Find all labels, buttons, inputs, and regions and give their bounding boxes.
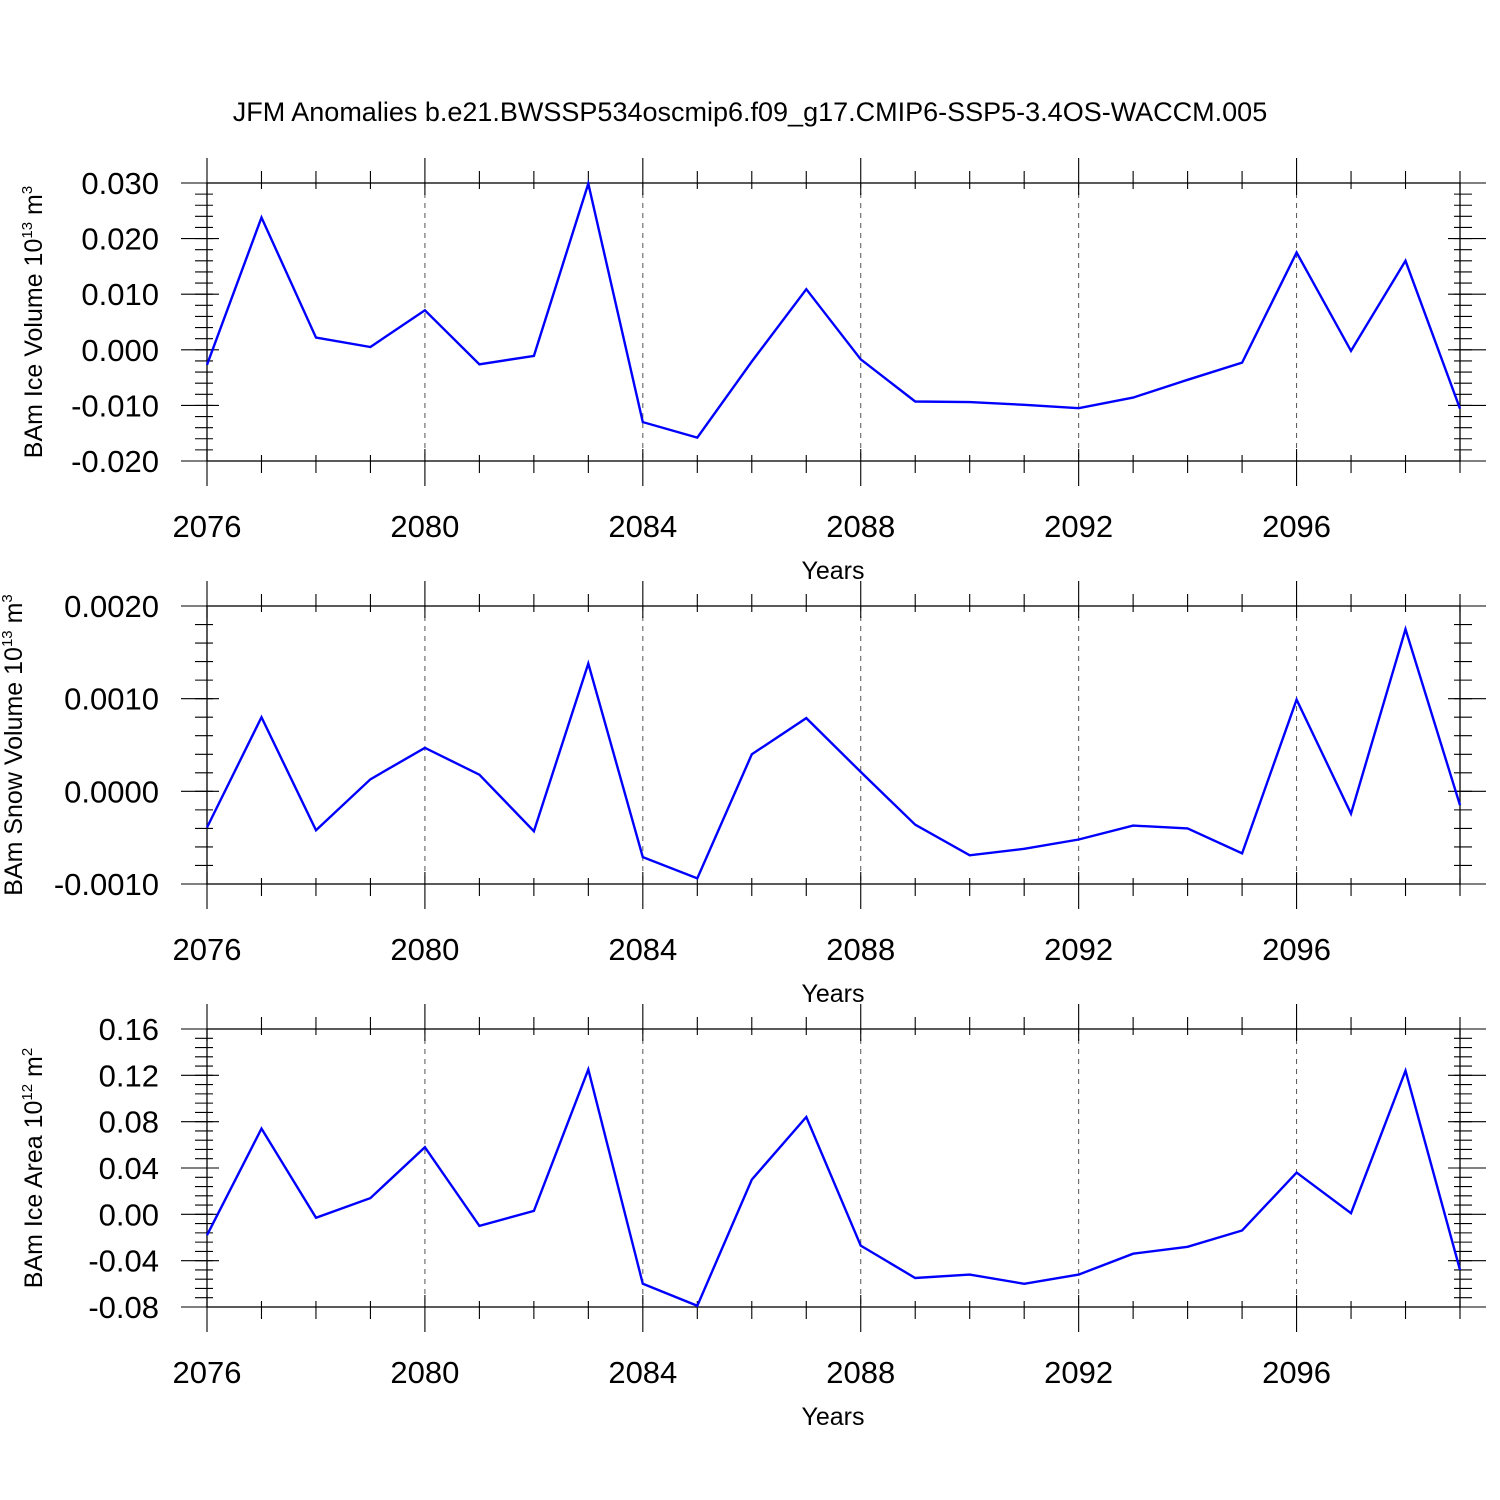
plot-frame <box>206 605 1461 885</box>
x-tick-label: 2096 <box>1262 1355 1331 1390</box>
series-line <box>205 625 1462 880</box>
x-tick-label: 2088 <box>826 509 895 544</box>
y-tick-label: 0.010 <box>81 277 159 312</box>
series-line <box>205 1065 1462 1308</box>
panel-snow-volume: 2076 2080 2084 2088 2092 2096 -0.0010 0.0000 0.0… <box>0 581 1486 1008</box>
x-tick-label: 2092 <box>1044 509 1113 544</box>
y-axis-label-unit: m <box>20 1056 48 1084</box>
x-tick-label: 2080 <box>390 932 459 967</box>
y-tick-label: 0.04 <box>99 1151 159 1186</box>
y-tick-label: 0.00 <box>99 1197 159 1232</box>
y-tick-label: 0.000 <box>81 333 159 368</box>
x-tick-label: 2084 <box>608 1355 677 1390</box>
y-axis-label: BAm Ice Area 1012 m2 <box>19 1048 48 1288</box>
y-axis-label-unit-exponent: 3 <box>19 186 36 194</box>
y-tick-label: 0.030 <box>81 166 159 201</box>
y-axis-label-unit-exponent: 3 <box>0 594 16 602</box>
y-tick-label: 0.12 <box>99 1058 159 1093</box>
y-tick-label: -0.020 <box>71 444 159 479</box>
y-axis-label-text: BAm Snow Volume 10 <box>0 647 28 896</box>
y-axis-label-exponent: 12 <box>19 1084 36 1101</box>
panel-ice-volume: 2076 2080 2084 2088 2092 2096 -0.020 -0.010 0.00… <box>19 158 1486 585</box>
plot-frame <box>206 182 1461 462</box>
x-axis-label: Years <box>801 1403 864 1431</box>
x-tick-label: 2076 <box>173 509 242 544</box>
panel-ice-area: 2076 2080 2084 2088 2092 2096 -0.08 -0.04 0.00 0.… <box>19 1004 1486 1431</box>
y-axis-label-unit-exponent: 2 <box>19 1048 36 1056</box>
x-tick-label: 2080 <box>390 1355 459 1390</box>
y-axis-label-exponent: 13 <box>0 630 16 647</box>
y-tick-label: 0.0000 <box>64 774 159 809</box>
x-tick-label: 2080 <box>390 509 459 544</box>
x-tick-label: 2084 <box>608 509 677 544</box>
y-axis-label: BAm Snow Volume 1013 m3 <box>0 594 28 896</box>
y-tick-label: 0.16 <box>99 1012 159 1047</box>
x-tick-label: 2088 <box>826 1355 895 1390</box>
y-axis-label-unit: m <box>20 194 48 222</box>
y-tick-label: -0.010 <box>71 388 159 423</box>
y-tick-label: 0.0020 <box>64 589 159 624</box>
y-tick-label: -0.08 <box>88 1290 159 1325</box>
x-axis-label: Years <box>801 980 864 1008</box>
y-axis-label: BAm Ice Volume 1013 m3 <box>19 186 48 458</box>
x-tick-label: 2088 <box>826 932 895 967</box>
y-tick-label: 0.020 <box>81 222 159 257</box>
x-tick-label: 2092 <box>1044 932 1113 967</box>
x-axis-label: Years <box>801 557 864 585</box>
x-tick-label: 2076 <box>173 932 242 967</box>
y-axis-label-unit: m <box>0 603 28 631</box>
y-tick-label: -0.04 <box>88 1244 159 1279</box>
y-axis-label-exponent: 13 <box>19 222 36 239</box>
x-tick-label: 2096 <box>1262 932 1331 967</box>
y-tick-label: -0.0010 <box>54 867 159 902</box>
y-axis-label-text: BAm Ice Area 10 <box>20 1101 48 1289</box>
figure-title: JFM Anomalies b.e21.BWSSP534oscmip6.f09_… <box>233 97 1267 127</box>
x-tick-label: 2092 <box>1044 1355 1113 1390</box>
y-tick-label: 0.0010 <box>64 682 159 717</box>
plot-frame <box>206 1028 1461 1308</box>
series-line <box>205 179 1462 439</box>
x-tick-label: 2076 <box>173 1355 242 1390</box>
x-tick-label: 2084 <box>608 932 677 967</box>
y-tick-label: 0.08 <box>99 1105 159 1140</box>
x-tick-label: 2096 <box>1262 509 1331 544</box>
y-axis-label-text: BAm Ice Volume 10 <box>20 239 48 459</box>
